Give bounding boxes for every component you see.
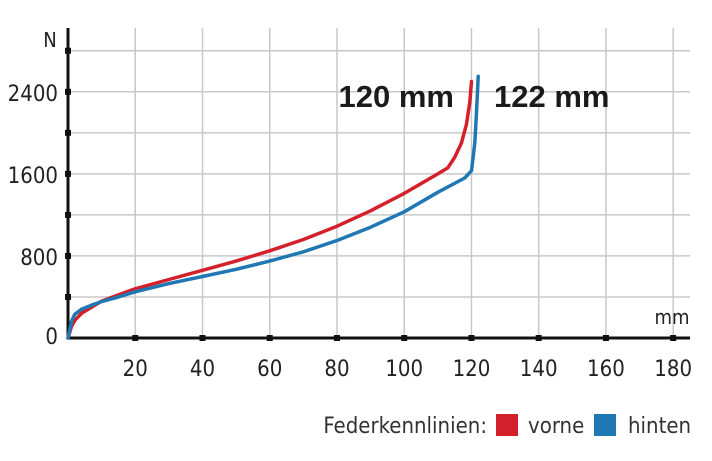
x-unit-label: mm [654, 305, 689, 329]
end-label-vorne: 120 mm [339, 79, 454, 114]
x-tick-label-140: 140 [520, 357, 558, 382]
series-lines [66, 74, 480, 340]
legend-label-hinten: hinten [628, 414, 691, 439]
series-end-labels: 120 mm 122 mm [339, 79, 610, 114]
x-tick-mark-80 [333, 335, 340, 341]
x-tick-label-20: 20 [123, 357, 148, 382]
x-tick-mark-180 [670, 335, 677, 341]
x-tick-label-160: 160 [587, 357, 625, 382]
legend-swatch-hinten [594, 414, 616, 436]
x-tick-mark-40 [199, 335, 206, 341]
x-tick-mark-160 [602, 335, 609, 341]
y-tick-mark-2800 [65, 47, 71, 54]
y-tick-mark-2400 [65, 88, 71, 95]
y-tick-mark-2000 [65, 129, 71, 136]
x-tick-label-80: 80 [324, 357, 349, 382]
x-tick-label-60: 60 [257, 357, 282, 382]
y-unit-label: N [43, 28, 56, 52]
x-tick-mark-120 [468, 335, 475, 341]
x-tick-mark-60 [266, 335, 273, 341]
x-tick-label-180: 180 [654, 357, 692, 382]
legend-swatch-vorne [496, 414, 518, 436]
legend: Federkennlinien: vorne hinten [323, 414, 691, 439]
legend-label-vorne: vorne [528, 414, 584, 439]
series-line-vorne [66, 79, 474, 340]
x-tick-mark-100 [401, 335, 408, 341]
y-tick-mark-800 [65, 252, 71, 259]
x-tick-label-100: 100 [385, 357, 423, 382]
y-tick-mark-400 [65, 293, 71, 300]
y-tick-label-1600: 1600 [8, 164, 58, 189]
grid [68, 28, 690, 338]
x-tick-mark-20 [132, 335, 139, 341]
x-tick-label-40: 40 [190, 357, 215, 382]
end-label-hinten: 122 mm [494, 79, 609, 114]
legend-title: Federkennlinien: [323, 414, 487, 439]
x-tick-label-120: 120 [453, 357, 491, 382]
y-tick-label-2400: 2400 [8, 82, 58, 107]
y-tick-mark-1200 [65, 211, 71, 218]
axes [65, 28, 690, 341]
y-tick-mark-1600 [65, 170, 71, 177]
y-tick-label-800: 800 [20, 246, 58, 271]
tick-labels: 20 40 60 80 100 120 140 160 180 0 800 1600 2400 Nmm [8, 28, 692, 382]
x-tick-mark-140 [535, 335, 542, 341]
y-tick-label-0: 0 [45, 325, 58, 350]
series-line-hinten [66, 74, 480, 340]
